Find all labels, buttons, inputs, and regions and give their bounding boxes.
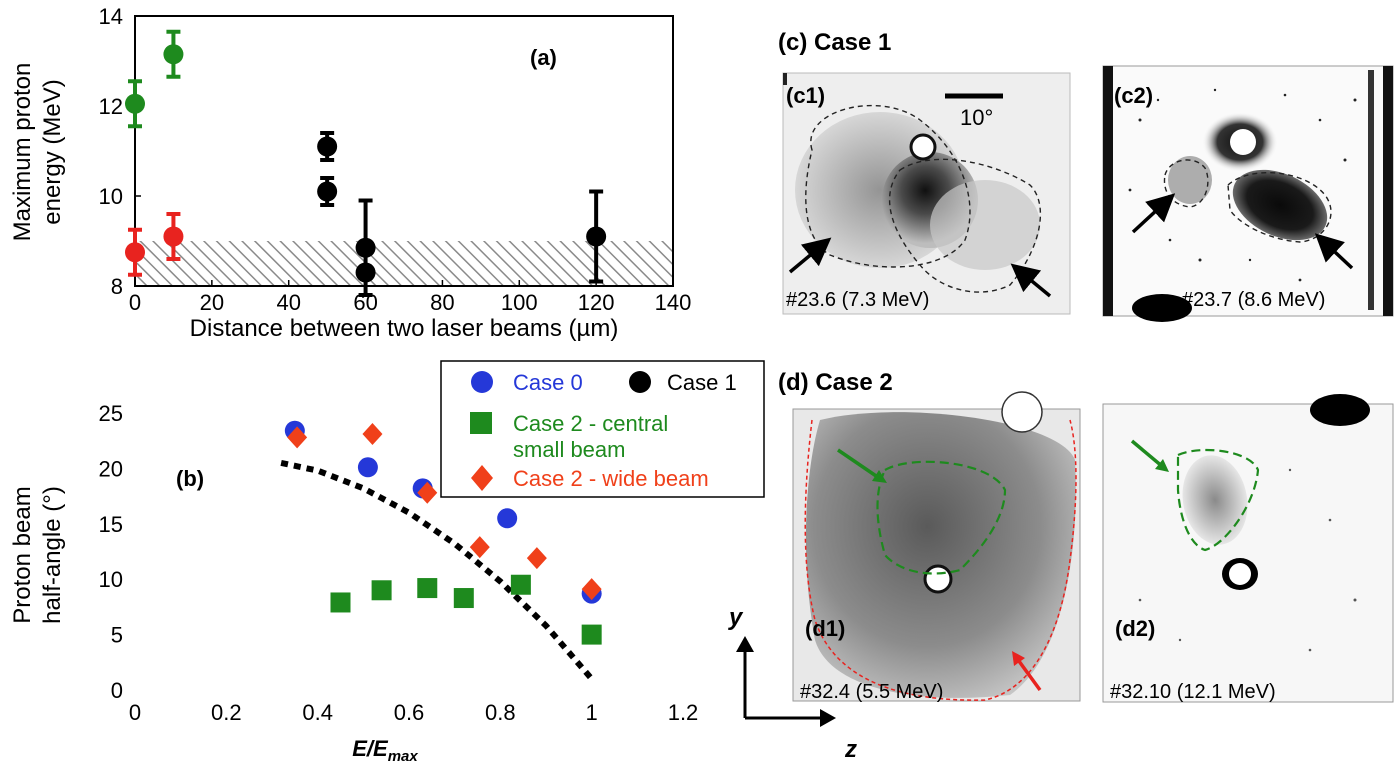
- panel-a-data-point: [355, 262, 376, 283]
- image-d2-label: (d2): [1115, 616, 1155, 641]
- legend-marker-case0: [471, 371, 493, 393]
- panel-b-xlabel-main: E/E: [352, 736, 389, 761]
- panel-b-ytick-label: 20: [99, 456, 123, 481]
- panel-a-xtick-label: 0: [129, 290, 141, 315]
- panel-b-ytick-label: 0: [111, 678, 123, 703]
- panel-a-data-point: [317, 181, 338, 202]
- panel-a-ytick-label: 14: [99, 4, 123, 29]
- panel-a-data-point: [586, 226, 607, 247]
- panel-b-ytick-label: 15: [99, 512, 123, 537]
- panel-a-ytick-label: 10: [99, 184, 123, 209]
- panel-b-xtick-label: 0.8: [485, 700, 516, 725]
- panel-b-point-diamond: [287, 426, 308, 449]
- panel-b-xlabel: E/Emax: [352, 736, 418, 765]
- image-c1-caption: #23.6 (7.3 MeV): [786, 289, 929, 311]
- panel-a-ytick-label: 8: [111, 274, 123, 299]
- image-c1-label: (c1): [786, 83, 825, 108]
- panel-a-xtick-label: 100: [501, 290, 538, 315]
- image-d2: (d2) #32.10 (12.1 MeV): [1102, 394, 1394, 703]
- image-d1-caption: #32.4 (5.5 MeV): [800, 681, 943, 703]
- panel-a-ylabel-line2: energy (MeV): [39, 79, 66, 224]
- panel-b-ytick-label: 5: [111, 623, 123, 648]
- legend-marker-case2-central: [470, 412, 492, 434]
- panel-b-xtick-label: 0.4: [302, 700, 333, 725]
- panel-b-point-diamond: [526, 547, 547, 570]
- axis-z-label: z: [844, 736, 857, 763]
- panel-a-hatched-region: [135, 241, 673, 286]
- legend-label-case2-wide: Case 2 - wide beam: [513, 466, 709, 491]
- panel-d-title: (d) Case 2: [778, 369, 893, 396]
- panel-b-ylabel-line1: Proton beam: [9, 486, 36, 623]
- panel-b-point-square: [371, 580, 392, 601]
- panel-a-xtick-label: 80: [430, 290, 454, 315]
- panel-b-legend: Case 0 Case 1 Case 2 - central small bea…: [440, 360, 765, 498]
- legend-label-case1: Case 1: [667, 370, 737, 395]
- panel-b-ytick-label: 25: [99, 401, 123, 426]
- panel-b-ytick-label: 10: [99, 567, 123, 592]
- panel-a-data-point: [355, 237, 376, 258]
- panel-a-xtick-label: 120: [578, 290, 615, 315]
- panel-a-ylabel-line1: Maximum proton: [9, 63, 36, 242]
- panel-b-point-square: [453, 588, 474, 609]
- panel-b-point-diamond: [362, 423, 383, 446]
- panel-b-xtick-label: 1: [586, 700, 598, 725]
- image-d1: (d1) #32.4 (5.5 MeV): [792, 391, 1081, 703]
- panel-b-point-square: [581, 624, 602, 645]
- image-c2-caption: #23.7 (8.6 MeV): [1182, 289, 1325, 311]
- panel-a-data-point: [317, 136, 338, 157]
- panel-b-trend-curve: [280, 459, 594, 681]
- panel-b-xtick-label: 0: [129, 700, 141, 725]
- panel-b-ylabel-line2: half-angle (°): [39, 486, 66, 624]
- panel-b-xtick-label: 1.2: [668, 700, 699, 725]
- panel-a-data-point: [163, 226, 184, 247]
- panel-b: 0 0.2 0.4 0.6 0.8 1 1.2 0 5 10 15 20 25 (b) E/Emax P…: [9, 360, 765, 765]
- panel-a-xlabel: Distance between two laser beams (µm): [190, 315, 619, 342]
- panel-b-xtick-label: 0.6: [394, 700, 425, 725]
- legend-marker-case1: [629, 371, 651, 393]
- legend-label-case2-central-line1: Case 2 - central: [513, 411, 668, 436]
- image-d2-caption: #32.10 (12.1 MeV): [1110, 681, 1276, 703]
- panel-c-title: (c) Case 1: [778, 29, 891, 56]
- panel-b-point-square: [510, 574, 531, 595]
- panel-b-point-diamond: [417, 481, 438, 504]
- panel-b-point-diamond: [469, 536, 490, 559]
- legend-label-case2-central-line2: small beam: [513, 437, 625, 462]
- panel-a-frame: [134, 15, 674, 287]
- panel-a-data-point: [163, 44, 184, 65]
- image-c1: (c1) 10° #23.6 (7.3 MeV): [782, 72, 1071, 315]
- panel-a-data-point: [125, 242, 145, 263]
- panel-b-xlabel-sub: max: [388, 748, 419, 765]
- image-c2-label: (c2): [1114, 83, 1153, 108]
- panel-a-data-point: [125, 93, 145, 114]
- panel-a-label: (a): [530, 45, 557, 70]
- image-d1-label: (d1): [805, 616, 845, 641]
- panel-b-xtick-label: 0.2: [211, 700, 242, 725]
- panel-b-point-square: [330, 592, 351, 613]
- image-c1-scale-label: 10°: [960, 105, 993, 130]
- panel-b-point-square: [417, 578, 438, 599]
- legend-label-case0: Case 0: [513, 370, 583, 395]
- yz-axis-indicator: y z: [728, 604, 857, 763]
- legend-marker-case2-wide: [471, 465, 493, 491]
- panel-a-xtick-label: 140: [655, 290, 692, 315]
- axis-y-label: y: [728, 604, 744, 631]
- panel-a-xtick-label: 40: [276, 290, 300, 315]
- panel-b-point-diamond: [581, 578, 602, 601]
- panel-b-label: (b): [176, 466, 204, 491]
- panel-a-ytick-label: 12: [99, 94, 123, 119]
- panel-b-point-circle: [357, 457, 378, 478]
- image-c2: (c2) #23.7 (8.6 MeV): [1102, 65, 1394, 322]
- panel-b-point-circle: [497, 508, 518, 529]
- panel-a-xtick-label: 20: [200, 290, 224, 315]
